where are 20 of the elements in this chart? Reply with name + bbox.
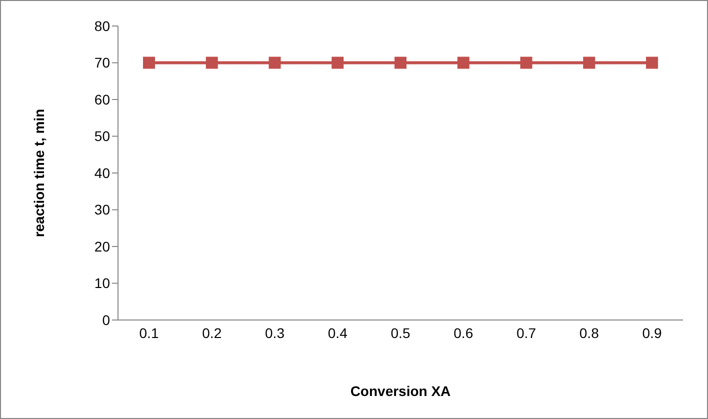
x-tick-label: 0.4 [328, 324, 348, 341]
y-tick-label: 0 [102, 312, 110, 328]
y-tick-label: 30 [94, 202, 110, 218]
y-tick-label: 60 [94, 91, 110, 108]
y-tick-label: 20 [94, 238, 110, 254]
x-tick-label: 0.2 [202, 324, 222, 341]
x-tick-label: 0.7 [516, 324, 536, 341]
x-tick-label: 0.6 [454, 324, 474, 341]
y-tick-label: 40 [94, 164, 110, 181]
y-tick-label: 70 [94, 54, 110, 71]
x-tick-label: 0.1 [139, 324, 159, 341]
y-tick-label: 50 [94, 128, 110, 144]
x-tick-label: 0.8 [579, 324, 600, 341]
x-tick-label: 0.3 [265, 324, 285, 341]
x-tick-label: 0.5 [390, 324, 410, 341]
x-axis-title: Conversion XA [350, 383, 451, 399]
y-axis-title: reaction time t, min [30, 108, 47, 238]
x-tick-label: 0.9 [642, 324, 662, 341]
y-tick-label: 10 [94, 275, 110, 292]
y-tick-label: 80 [94, 18, 110, 34]
